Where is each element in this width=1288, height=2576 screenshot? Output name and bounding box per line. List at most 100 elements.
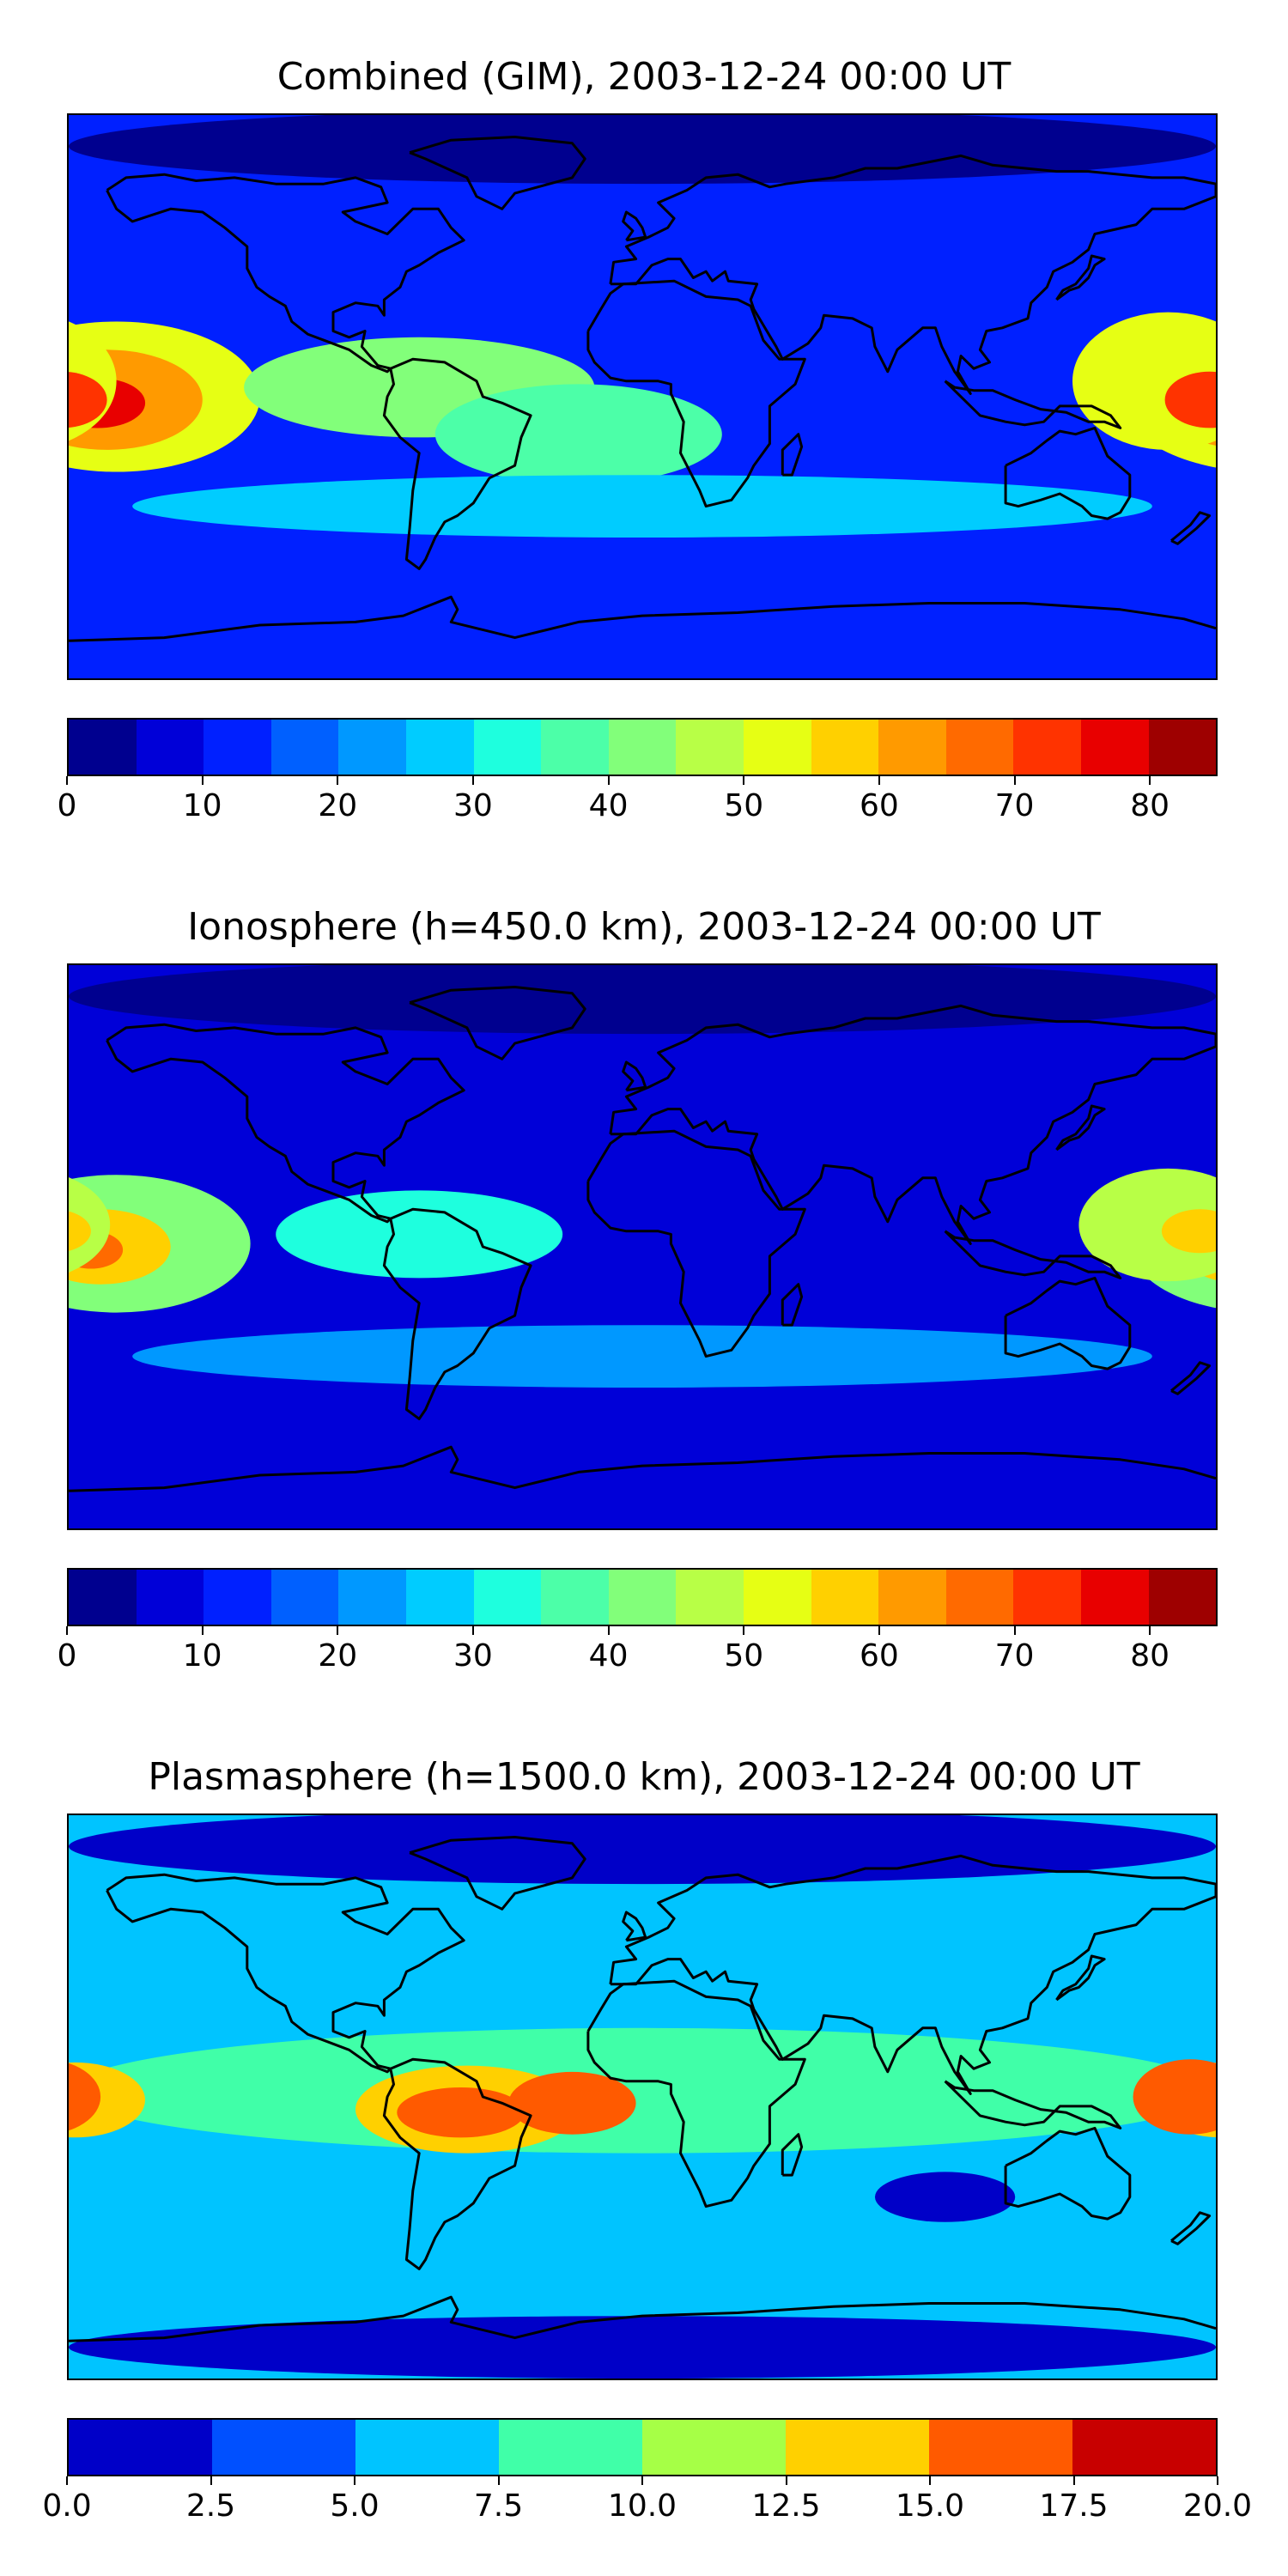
colorbar-tick <box>1013 1626 1016 1635</box>
colorbar-tick-label: 5.0 <box>330 2488 380 2524</box>
colorbar-segment <box>338 1570 406 1625</box>
heatmap-region-6 <box>875 2172 1016 2222</box>
colorbar-segment <box>1013 1570 1081 1625</box>
plasmasphere-map <box>67 1814 1218 2380</box>
colorbar-segment <box>338 720 406 775</box>
colorbar-tick <box>743 1626 745 1635</box>
colorbar <box>67 1568 1218 1626</box>
colorbar-segment <box>878 1570 946 1625</box>
coastline-11 <box>1170 1361 1212 1395</box>
heatmap-background <box>69 965 1216 1528</box>
colorbar-segment <box>541 1570 609 1625</box>
coastline-1 <box>409 136 586 210</box>
colorbar-tick-label: 17.5 <box>1039 2488 1109 2524</box>
coastline-11 <box>1170 2211 1212 2245</box>
coastline-2 <box>382 1207 532 1420</box>
heatmap-region-4 <box>132 1325 1152 1388</box>
colorbar-tick-label: 0 <box>57 1638 77 1674</box>
coastline-3 <box>586 1129 806 1358</box>
colorbar-segment <box>945 720 1014 775</box>
heatmap-region-7 <box>1164 371 1216 428</box>
colorbar-segment <box>270 1570 339 1625</box>
colorbar <box>67 718 1218 776</box>
colorbar-segment <box>69 1570 137 1625</box>
coastline-6 <box>69 1445 1216 1492</box>
colorbar-tick <box>1149 1626 1151 1635</box>
colorbar-segment <box>1148 1570 1217 1625</box>
colorbar-tick <box>201 1626 204 1635</box>
colorbar-segment <box>929 2420 1072 2475</box>
coastline-9 <box>622 1911 647 1942</box>
coastline-7 <box>1055 254 1106 301</box>
colorbar-segment <box>1148 720 1217 775</box>
colorbar-tick-label: 10 <box>182 788 222 823</box>
colorbar-tick-label: 0 <box>57 788 77 823</box>
heatmap-region-5-wrap <box>69 2063 101 2131</box>
heatmap-region-8 <box>69 115 1216 185</box>
colorbar-ticks: 0.0 2.5 5.0 7.5 10.0 12.5 15.0 17.5 20.0 <box>42 2476 1252 2528</box>
colorbar-tick <box>1013 776 1016 785</box>
coastline-0 <box>106 1873 465 2074</box>
colorbar-tick <box>201 776 204 785</box>
chart-title: Combined (GIM), 2003-12-24 00:00 UT <box>276 55 1012 99</box>
colorbar-segment <box>676 1570 744 1625</box>
colorbar-tick <box>1217 2476 1218 2485</box>
colorbar-segment <box>204 1570 271 1625</box>
colorbar-tick <box>471 1626 474 1635</box>
coastline-4 <box>609 1854 1216 2095</box>
colorbar-ticks: 0 10 20 30 40 50 60 70 80 <box>58 776 1218 828</box>
chart-title: Plasmasphere (h=1500.0 km), 2003-12-24 0… <box>148 1755 1140 1799</box>
coastline-9 <box>622 1060 647 1092</box>
colorbar-tick-label: 20.0 <box>1182 2488 1253 2524</box>
colorbar-segment <box>642 2420 786 2475</box>
colorbar-tick <box>337 1626 339 1635</box>
colorbar-segment <box>136 720 204 775</box>
coastline-8 <box>944 2080 1122 2129</box>
coastline-5 <box>1004 426 1132 520</box>
heatmap-region-6 <box>1161 1209 1216 1254</box>
colorbar <box>67 2418 1218 2476</box>
colorbar-segment <box>608 1570 677 1625</box>
coastline-6 <box>69 2295 1216 2342</box>
colorbar-tick <box>66 776 68 785</box>
coastline-7 <box>1055 1104 1106 1151</box>
colorbar-tick-label: 40 <box>588 788 629 823</box>
colorbar-tick-label: 70 <box>994 1638 1035 1674</box>
colorbar-tick-label: 20 <box>318 1638 358 1674</box>
coastline-4 <box>609 1004 1216 1245</box>
coastline-6 <box>69 595 1216 642</box>
colorbar-tick-label: 10 <box>182 1638 222 1674</box>
colorbar-tick-label: 50 <box>724 788 764 823</box>
heatmap-region-7 <box>69 1815 1216 1885</box>
coastline-3 <box>586 279 806 508</box>
colorbar-tick-label: 60 <box>859 1638 899 1674</box>
coastline-1 <box>409 986 586 1060</box>
coastline-3 <box>586 1979 806 2208</box>
colorbar-segment <box>676 720 744 775</box>
colorbar-tick <box>497 2476 500 2485</box>
colorbar-tick <box>66 2476 68 2485</box>
heatmap-svg <box>69 965 1216 1528</box>
heatmap-region-5 <box>1078 1168 1216 1282</box>
colorbar-segment <box>499 2420 642 2475</box>
coastline-0 <box>106 1023 465 1224</box>
colorbar-segment <box>811 720 879 775</box>
heatmap-svg <box>69 115 1216 678</box>
coastline-2 <box>382 2057 532 2270</box>
colorbar-segment <box>608 720 677 775</box>
colorbar-tick <box>1072 2476 1075 2485</box>
colorbar-tick-label: 10.0 <box>607 2488 677 2524</box>
colorbar-tick-label: 80 <box>1130 788 1170 823</box>
colorbar-segment <box>473 1570 542 1625</box>
colorbar-segment <box>69 720 137 775</box>
colorbar-segment <box>204 720 271 775</box>
colorbar-tick-label: 15.0 <box>895 2488 965 2524</box>
ionosphere-map <box>67 963 1218 1530</box>
colorbar-tick-label: 80 <box>1130 1638 1170 1674</box>
colorbar-tick-label: 30 <box>453 788 493 823</box>
heatmap-region-5 <box>132 475 1152 538</box>
colorbar-segment <box>1080 1570 1149 1625</box>
coastline-10 <box>781 433 804 477</box>
colorbar-tick-label: 70 <box>994 788 1035 823</box>
heatmap-region-6-wrap <box>69 1211 91 1251</box>
